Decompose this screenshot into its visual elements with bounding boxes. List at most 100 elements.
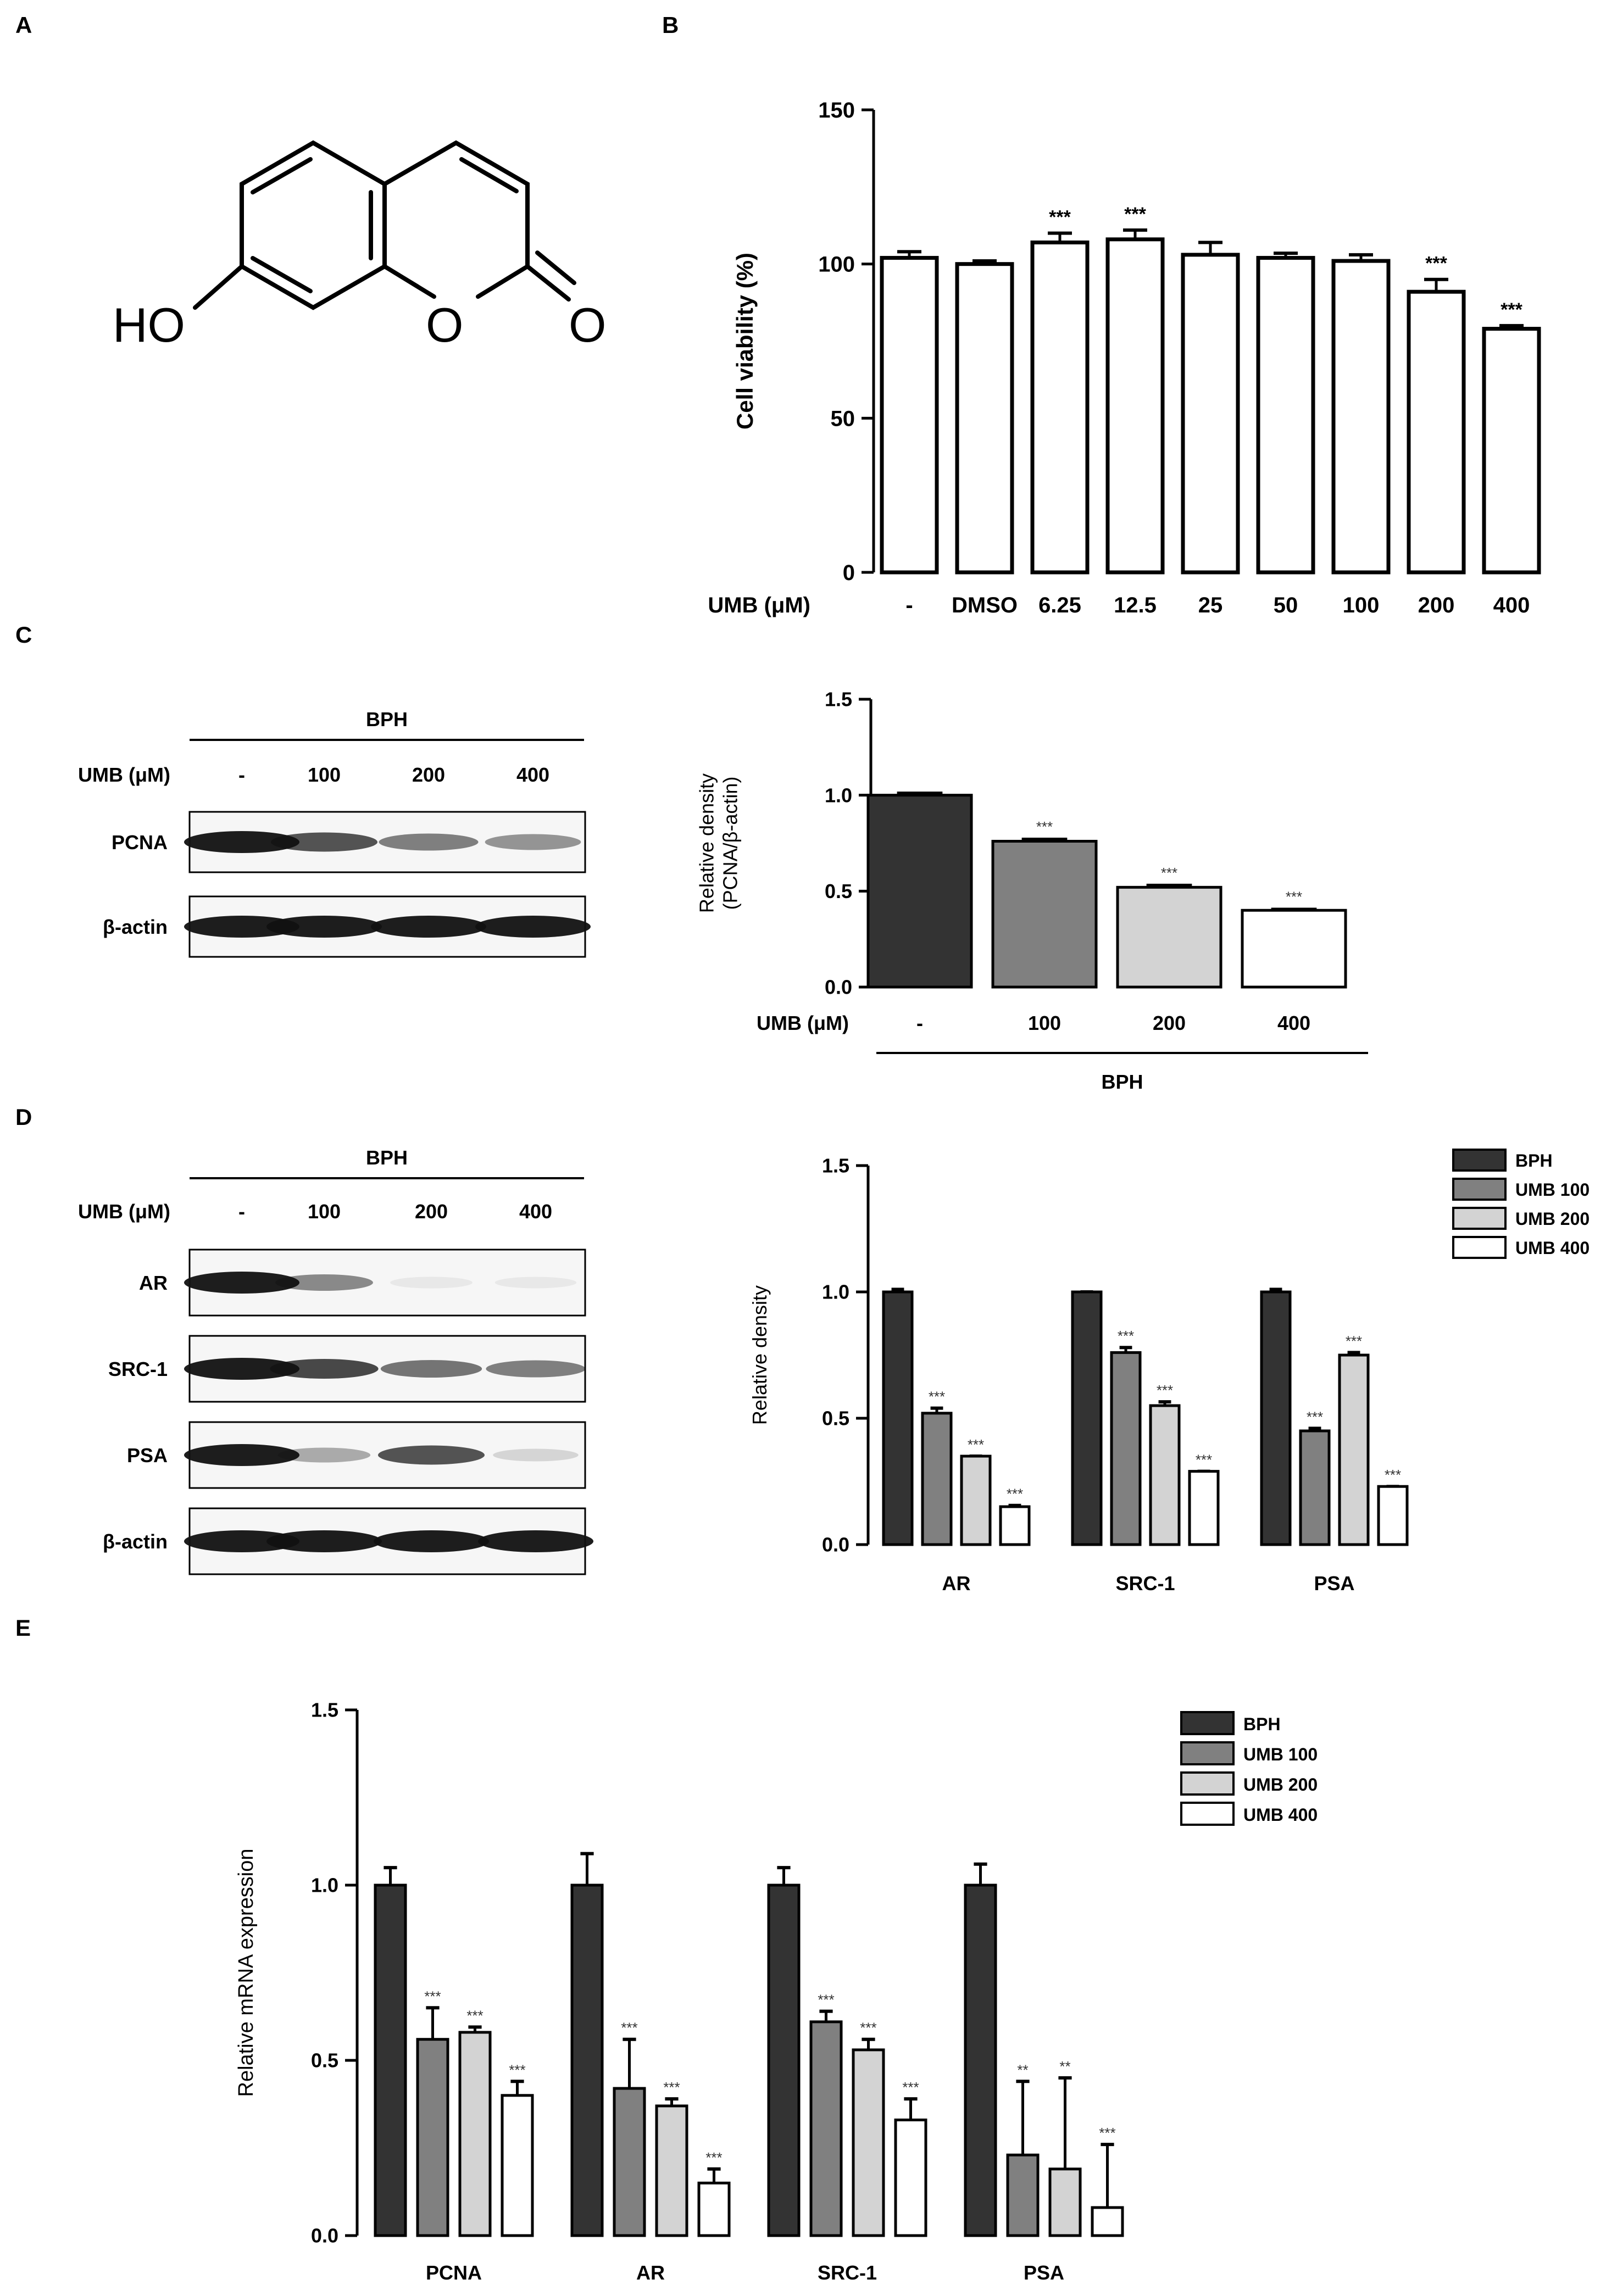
significance-label: *** xyxy=(1501,299,1522,320)
y-axis-label: Cell viability (%) xyxy=(732,253,758,430)
bar xyxy=(1116,885,1222,989)
x-category-label: 100 xyxy=(1028,1012,1061,1034)
significance-label: *** xyxy=(1196,1452,1212,1468)
x-row-label: UMB (μM) xyxy=(708,593,810,617)
bar xyxy=(767,1883,801,2237)
bar xyxy=(921,1412,953,1546)
x-category-label: PCNA xyxy=(426,2261,482,2284)
chemical-structure xyxy=(193,140,576,310)
y-tick-label: 150 xyxy=(818,98,855,122)
western-blot-c: BPH UMB (μM) - 100 200 400 PCNA β-actin xyxy=(78,708,591,958)
blot-band xyxy=(475,916,591,938)
hydroxyl-label: HO xyxy=(113,298,185,352)
blot-band xyxy=(494,1277,577,1289)
blot-lane-label: - xyxy=(238,1200,245,1223)
x-category-label: 25 xyxy=(1198,593,1223,617)
panel-letter-e: E xyxy=(15,1615,31,1641)
y-tick-label: 1.0 xyxy=(311,1874,338,1897)
western-blot-d: BPH UMB (μM) - 100 200 400 AR SRC-1 PSA β-actin xyxy=(78,1146,593,1575)
significance-label: *** xyxy=(621,2020,637,2036)
bar xyxy=(1407,289,1466,575)
x-category-label: - xyxy=(905,593,913,617)
blot-lane-label: 200 xyxy=(412,764,445,786)
x-row-label: UMB (μM) xyxy=(757,1012,849,1034)
x-category-label: SRC-1 xyxy=(1115,1572,1175,1595)
bar xyxy=(809,2020,843,2237)
blot-band xyxy=(184,1530,299,1552)
legend-label: UMB 100 xyxy=(1515,1180,1590,1200)
ring-oxygen-label: O xyxy=(426,298,463,352)
pyranone-double-bond xyxy=(459,157,519,193)
blot-band xyxy=(271,832,377,852)
benzene-ring xyxy=(240,140,387,310)
significance-label: *** xyxy=(929,1389,945,1405)
chart-b-cell-viability: 0 50 100 150 Cell viability (%) - DMSO *** 6.25 *… xyxy=(708,98,1541,617)
blot-band xyxy=(493,1448,579,1462)
bar xyxy=(880,255,939,575)
x-category-label: 6.25 xyxy=(1038,593,1081,617)
blot-group-label: BPH xyxy=(366,708,408,731)
y-tick-label: 0.0 xyxy=(825,976,852,999)
y-axis-label: Relative mRNA expression xyxy=(235,1849,258,2097)
group-label: BPH xyxy=(1101,1071,1143,1093)
significance-label: *** xyxy=(705,2149,722,2166)
bar xyxy=(1338,1353,1370,1546)
bar xyxy=(955,262,1014,575)
significance-label: *** xyxy=(663,2079,680,2096)
blot-band-label: β-actin xyxy=(103,1530,168,1553)
y-axis-label: Relative density xyxy=(748,1285,771,1425)
bar xyxy=(999,1505,1031,1546)
x-category-label: 400 xyxy=(1493,593,1530,617)
blot-band-label: β-actin xyxy=(103,916,168,938)
significance-label: *** xyxy=(1346,1333,1362,1349)
legend-label: UMB 400 xyxy=(1515,1238,1590,1258)
significance-label: *** xyxy=(1425,253,1447,274)
bar xyxy=(1181,253,1240,575)
significance-label: *** xyxy=(968,1436,984,1453)
legend-label: UMB 200 xyxy=(1515,1209,1590,1229)
bar xyxy=(1482,327,1541,575)
legend-swatch xyxy=(1452,1149,1507,1172)
y-tick-label: 0.5 xyxy=(822,1407,849,1430)
bar xyxy=(852,2048,885,2237)
bar xyxy=(866,794,973,989)
bar xyxy=(960,1454,992,1546)
bar xyxy=(697,2181,731,2237)
legend-label: UMB 200 xyxy=(1243,1775,1318,1795)
bar xyxy=(1260,1290,1292,1546)
y-tick-label: 1.5 xyxy=(822,1155,849,1177)
blot-band-label: SRC-1 xyxy=(108,1358,168,1380)
bar xyxy=(991,840,1098,989)
y-tick-label: 1.5 xyxy=(311,1699,338,1721)
x-category-label: 100 xyxy=(1343,593,1380,617)
hydroxyl-bond xyxy=(193,264,244,310)
significance-label: *** xyxy=(424,1988,441,2004)
blot-band xyxy=(266,1530,382,1552)
legend-label: UMB 400 xyxy=(1243,1805,1318,1825)
legend-label: UMB 100 xyxy=(1243,1745,1318,1764)
significance-label: *** xyxy=(818,1992,834,2008)
blot-band-label: AR xyxy=(139,1272,168,1294)
x-category-label: - xyxy=(916,1012,923,1034)
blot-band xyxy=(379,833,479,851)
significance-label: *** xyxy=(1385,1467,1401,1483)
significance-label: *** xyxy=(1286,889,1302,905)
y-tick-label: 50 xyxy=(831,406,855,431)
legend-label: BPH xyxy=(1515,1151,1553,1171)
chart-c-pcna-density: 0.0 0.5 1.0 1.5 Relative density (PCNA/β-acti… xyxy=(695,688,1368,1093)
legend-swatch xyxy=(1452,1207,1507,1230)
x-category-label: 200 xyxy=(1153,1012,1186,1034)
blot-band xyxy=(184,916,299,938)
bar xyxy=(1241,909,1347,989)
bar xyxy=(964,1883,997,2237)
legend-swatch xyxy=(1452,1178,1507,1201)
ring-oxygen-bond xyxy=(382,264,436,299)
blot-group-label: BPH xyxy=(366,1146,408,1169)
significance-label: *** xyxy=(509,2061,525,2078)
y-tick-label: 0 xyxy=(843,561,855,585)
significance-label: *** xyxy=(1307,1408,1323,1425)
bar xyxy=(1188,1470,1220,1546)
ring-oxygen-bond xyxy=(476,264,530,299)
bar xyxy=(655,2104,688,2237)
blot-band xyxy=(184,831,299,853)
